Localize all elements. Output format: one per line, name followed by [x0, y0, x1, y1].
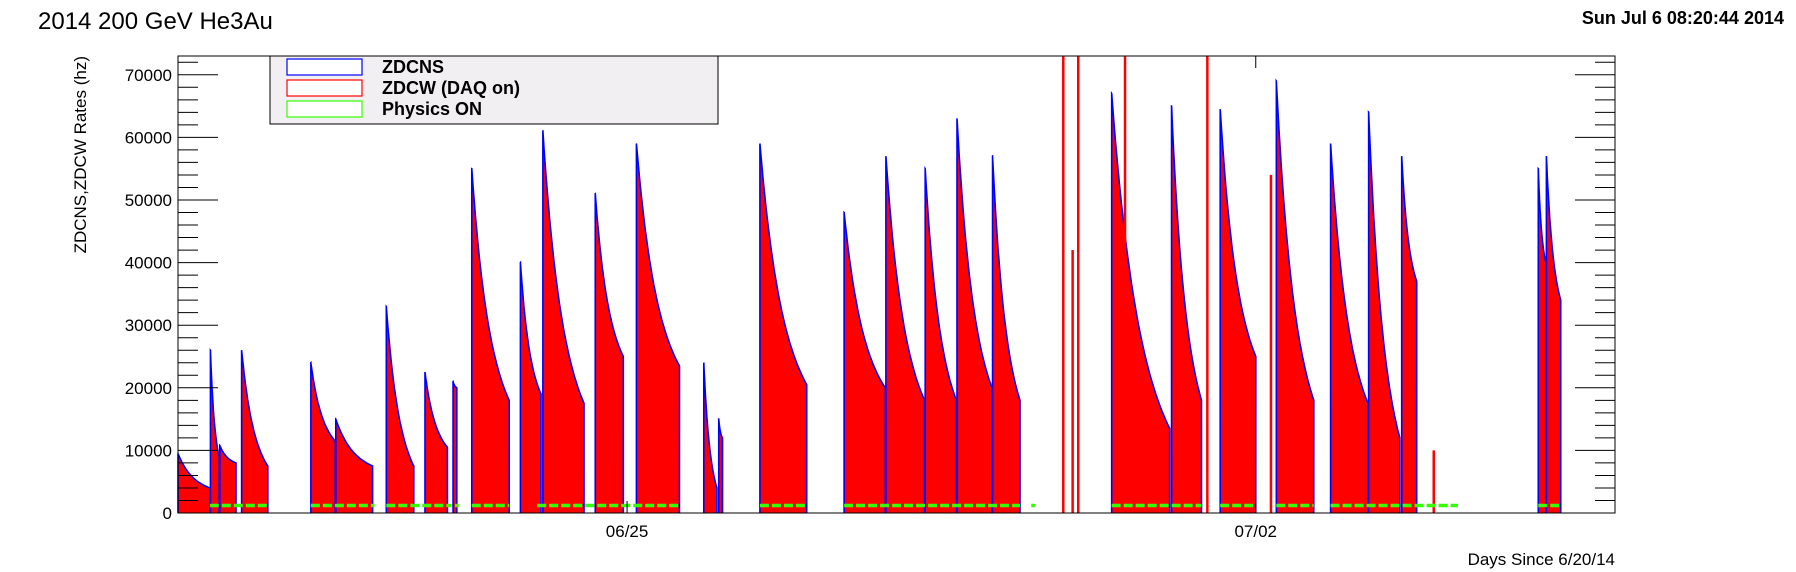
y-tick-label-6: 60000 — [125, 128, 172, 147]
zdcns-envelope-5 — [334, 417, 374, 514]
zdcw-spike-3 — [1123, 56, 1127, 513]
zdcw-spike-6 — [1432, 450, 1436, 513]
x-tick-label-1: 07/02 — [1234, 522, 1277, 541]
zdcns-envelope-15 — [717, 418, 724, 514]
zdcw-fill-11 — [542, 131, 585, 513]
zdcw-fill-28 — [1401, 156, 1417, 514]
y-tick-label-3: 30000 — [125, 316, 172, 335]
y-tick-label-7: 70000 — [125, 66, 172, 85]
legend-label-2: Physics ON — [382, 99, 482, 119]
spikes-layer — [1062, 56, 1436, 514]
legend-swatch-1 — [286, 79, 363, 97]
zdcns-envelope-7 — [424, 371, 449, 514]
zdcns-envelope-29 — [1537, 166, 1547, 514]
zdcw-fill-6 — [386, 306, 414, 513]
zdcns-envelope-30 — [1545, 155, 1562, 514]
zdcns-envelope-2 — [218, 443, 237, 514]
zdcns-envelope-24 — [1219, 109, 1257, 514]
zdcw-fill-15 — [718, 419, 723, 513]
zdcns-envelope-21 — [991, 154, 1021, 514]
zdcw-fill-22 — [1111, 93, 1170, 513]
zdcw-fill-24 — [1220, 109, 1256, 513]
zdcw-fill-2 — [219, 445, 237, 513]
zdcns-envelope-20 — [956, 118, 993, 514]
y-tick-label-5: 50000 — [125, 191, 172, 210]
zdcw-fill-23 — [1171, 106, 1202, 514]
zdcns-envelope-0 — [177, 453, 211, 514]
y-axis-title: ZDCNS,ZDCW Rates (hz) — [71, 56, 90, 253]
zdcw-fill-5 — [335, 419, 373, 513]
axes-layer: 0 10000 20000 30000 40000 50000 60000 70000 06/2… — [71, 55, 1616, 569]
zdcw-fill-3 — [241, 350, 268, 513]
legend-swatch-0 — [286, 58, 363, 76]
zdcw-fill-30 — [1546, 156, 1561, 514]
x-axis-title: Days Since 6/20/14 — [1468, 550, 1615, 569]
zdcns-envelope-26 — [1329, 143, 1369, 514]
zdcw-spike-0 — [1062, 56, 1065, 513]
zdcns-envelope-9 — [470, 167, 511, 514]
zdcw-fill-0 — [178, 453, 210, 513]
zdcns-envelope-25 — [1275, 78, 1315, 514]
zdcns-envelope-23 — [1170, 104, 1203, 514]
timestamp: Sun Jul 6 08:20:44 2014 — [1581, 8, 1784, 28]
zdcns-envelope-12 — [594, 192, 625, 514]
legend-label-1: ZDCW (DAQ on) — [382, 78, 520, 98]
zdcns-envelope-19 — [924, 166, 958, 514]
x-tick-label-0: 06/25 — [606, 522, 649, 541]
y-tick-label-0: 0 — [163, 504, 172, 523]
zdcns-envelope-8 — [452, 380, 458, 514]
zdcns-envelope-16 — [759, 143, 808, 514]
zdcns-envelope-17 — [843, 210, 887, 514]
y-tick-label-1: 10000 — [125, 441, 172, 460]
zdcns-envelope-22 — [1110, 93, 1171, 514]
zdcw-fill-16 — [759, 143, 807, 513]
zdcns-envelope-28 — [1400, 156, 1418, 514]
zdcw-spike-2 — [1076, 56, 1080, 513]
zdcw-fill-8 — [453, 381, 457, 513]
zdcns-envelope-10 — [519, 260, 542, 514]
zdcw-spike-4 — [1206, 56, 1209, 513]
zdcns-envelope-13 — [635, 143, 681, 514]
zdcw-fill-14 — [703, 362, 717, 513]
zdcw-fill-27 — [1368, 112, 1400, 514]
zdcw-fill-13 — [636, 143, 680, 513]
y-tick-label-4: 40000 — [125, 254, 172, 273]
zdcw-fill-26 — [1330, 143, 1369, 513]
zdcw-fill-25 — [1276, 81, 1314, 513]
zdcw-fill-12 — [595, 193, 624, 513]
zdcw-spike-1 — [1071, 250, 1074, 514]
zdcw-fill-9 — [471, 168, 510, 513]
zdcns-envelope-27 — [1367, 110, 1401, 514]
zdcns-envelope-11 — [542, 129, 585, 514]
zdcw-fill-29 — [1538, 168, 1546, 513]
zdcns-envelope-14 — [702, 362, 718, 514]
chart-title: 2014 200 GeV He3Au — [38, 8, 273, 35]
y-tick-label-2: 20000 — [125, 379, 172, 398]
zdcns-envelope-18 — [885, 156, 926, 514]
legend-label-0: ZDCNS — [382, 57, 444, 77]
zdcns-envelope-3 — [240, 349, 269, 514]
plot-frame — [177, 55, 1616, 514]
fills-layer — [177, 78, 1562, 514]
legend-swatch-2 — [286, 100, 363, 118]
zdcw-spike-5 — [1269, 174, 1273, 514]
zdcns-envelope-6 — [385, 304, 415, 514]
zdcw-fill-17 — [844, 212, 886, 513]
zdcns-envelope-4 — [309, 360, 337, 514]
